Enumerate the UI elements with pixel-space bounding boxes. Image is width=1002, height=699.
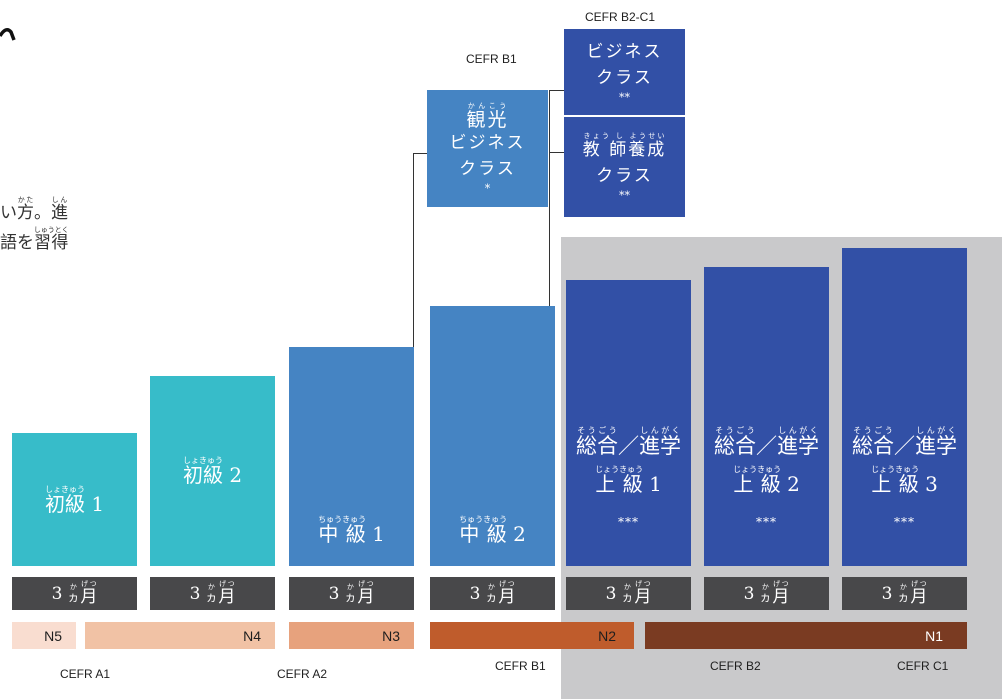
cefr-label-c1: CEFR C1 [897,659,949,673]
duration-label: 3 ヵか 月げつ [566,577,691,610]
level-stars: *** [894,515,915,530]
course-business-line1: ビジネス [586,42,663,62]
connector-line [413,153,414,347]
course-teacher-line1: 教 師養成 [582,140,667,160]
cropped-arrow-glyph [0,22,16,46]
level-bar-intermediate-1[interactable]: 中 級ちゅうきゅう 1 [289,347,414,566]
course-tourism-line1: 観光 [466,108,509,131]
duration-label: 3 ヵか 月げつ [842,577,967,610]
cefr-label-a2: CEFR A2 [277,667,328,681]
duration-label: 3 ヵか 月げつ [704,577,829,610]
jlpt-bar-n1: N1 [645,622,967,649]
level-stars: *** [618,515,639,530]
connector-line [549,152,564,153]
intro-text: い方かた。進しん 語を習得しゅうとく [0,196,90,255]
course-teacher-line2: クラス [596,165,653,186]
intro-text-line1: い方かた。進しん [0,196,68,223]
duration-label: 3 ヵか 月げつ [12,577,137,610]
connector-line [549,90,550,306]
duration-label: 3 ヵか 月げつ [150,577,275,610]
level-stars: *** [756,515,777,530]
course-teacher-stars: ** [619,189,630,202]
duration-label: 3 ヵか 月げつ [289,577,414,610]
duration-label: 3 ヵか 月げつ [430,577,555,610]
cefr-label-a1: CEFR A1 [60,667,111,681]
jlpt-bar-n4: N4 [85,622,275,649]
course-business-line2: クラス [596,67,653,88]
level-bar-advanced-3[interactable]: 総合そうごう／進学しんがく 上 級じょうきゅう 3 *** [842,248,967,566]
level-bar-intermediate-2[interactable]: 中 級ちゅうきゅう 2 [430,306,555,566]
level-bar-advanced-1[interactable]: 総合そうごう／進学しんがく 上 級じょうきゅう 1 *** [566,280,691,566]
course-teacher-training[interactable]: 教 師養成きょう し ようせい クラス ** [564,117,685,217]
cefr-label-b1: CEFR B1 [495,659,546,673]
cefr-label-business: CEFR B2-C1 [585,10,656,24]
jlpt-bar-n5: N5 [12,622,76,649]
level-bar-beginner-1[interactable]: 初級しょきゅう 1 [12,433,137,566]
cefr-label-tourism: CEFR B1 [466,52,517,66]
course-divider [564,115,685,117]
level-bar-beginner-2[interactable]: 初級しょきゅう 2 [150,376,275,566]
level-bar-advanced-2[interactable]: 総合そうごう／進学しんがく 上 級じょうきゅう 2 *** [704,267,829,566]
course-tourism-business[interactable]: 観光かんこう ビジネス クラス * [427,90,548,207]
course-tourism-line2: ビジネス [449,133,526,154]
connector-line [413,153,428,154]
course-business[interactable]: ビジネス クラス ** [564,29,685,115]
cefr-label-b2: CEFR B2 [710,659,761,673]
course-business-stars: ** [619,91,630,104]
jlpt-bar-n3: N3 [289,622,414,649]
jlpt-bar-n2: N2 [430,622,634,649]
course-tourism-line3: クラス [459,158,516,179]
intro-text-line2: 語を習得しゅうとく [0,225,69,253]
course-tourism-stars: * [484,182,491,196]
connector-line [549,90,564,91]
